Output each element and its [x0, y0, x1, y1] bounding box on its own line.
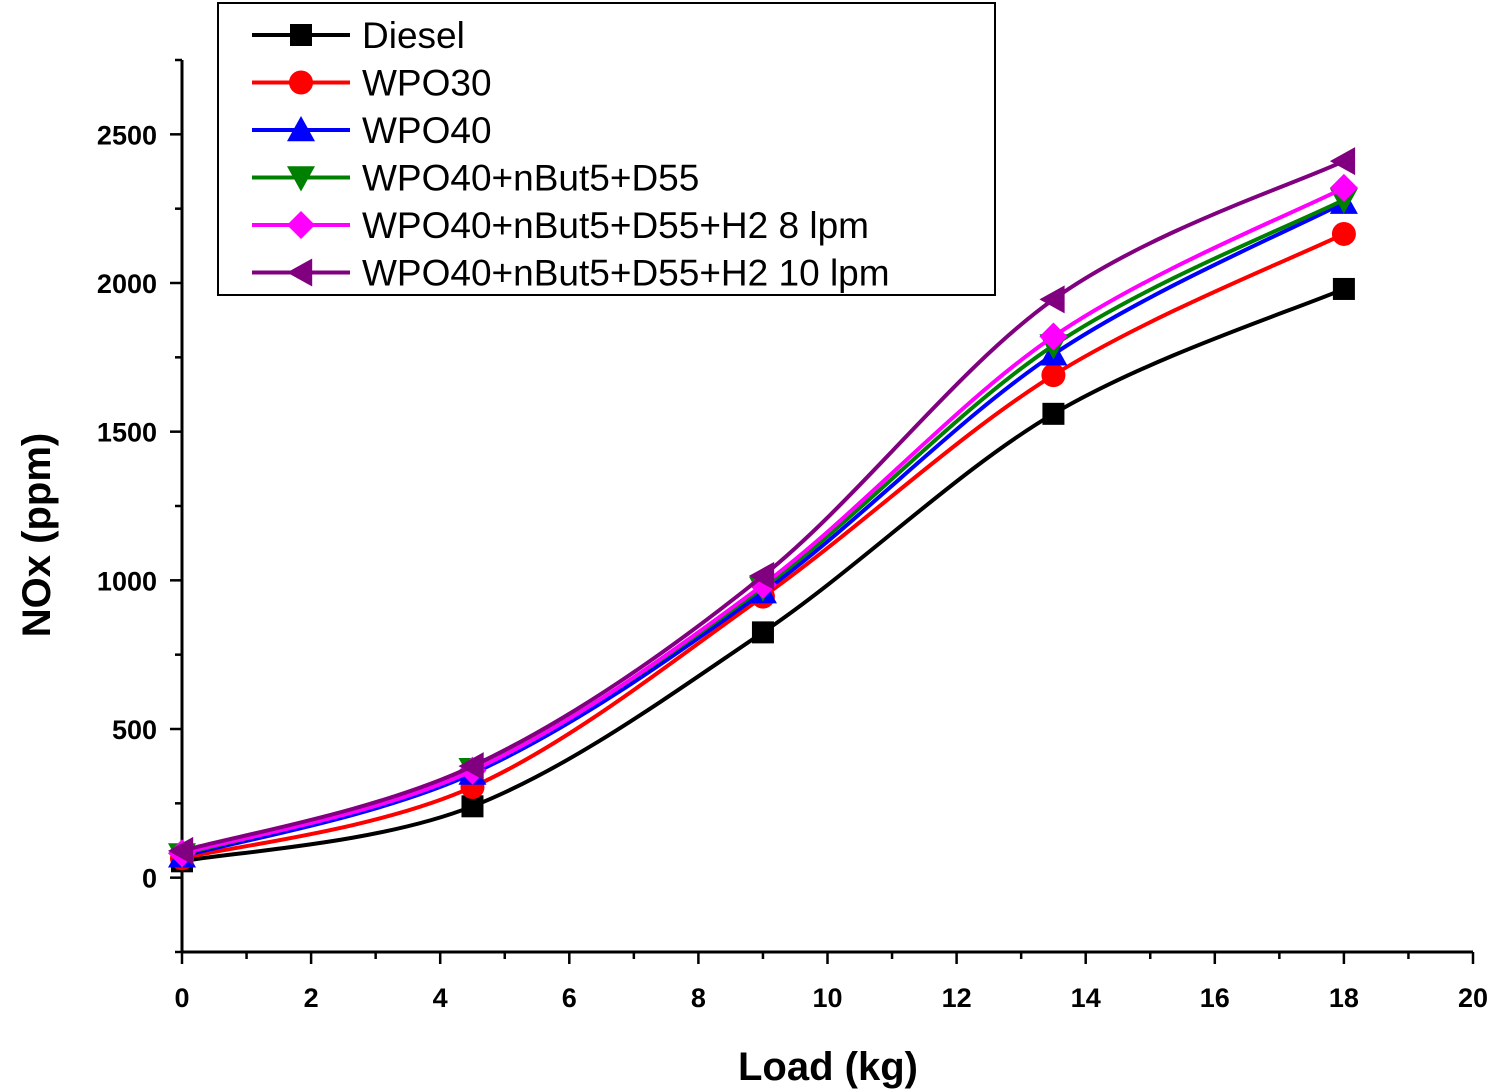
series-line: [181, 200, 1345, 859]
legend-label: WPO40+nBut5+D55+H2 8 lpm: [362, 205, 869, 246]
legend-entry: WPO40+nBut5+D55+H2 10 lpm: [252, 253, 890, 294]
y-tick-label: 2000: [97, 269, 157, 299]
x-tick-label: 10: [812, 983, 842, 1013]
data-point: [748, 561, 775, 590]
data-point: [1329, 173, 1358, 202]
x-tick-label: 12: [942, 983, 972, 1013]
legend-entry: WPO40+nBut5+D55: [252, 158, 699, 199]
series-line: [181, 197, 1345, 857]
data-point: [1331, 221, 1356, 246]
legend-label: WPO30: [362, 63, 492, 104]
data-point: [1039, 322, 1068, 351]
data-point: [461, 795, 484, 818]
data-point: [1332, 277, 1355, 300]
legend: Diesel WPO30 WPO40 WPO40+nBut5+D55 WPO40+nBu…: [217, 2, 996, 296]
series-1: [171, 277, 1355, 873]
data-point: [1041, 363, 1066, 388]
x-tick-label: 0: [174, 983, 189, 1013]
x-tick-label: 6: [562, 983, 577, 1013]
y-axis-title: NOx (ppm): [15, 433, 59, 637]
y-tick-label: 1000: [97, 566, 157, 596]
x-tick-label: 4: [433, 983, 448, 1013]
legend-entry: WPO40+nBut5+D55+H2 8 lpm: [252, 205, 869, 246]
series-layer: [168, 147, 1358, 873]
y-tick-label: 500: [112, 715, 157, 745]
legend-marker: [287, 166, 315, 192]
legend-entry: Diesel: [252, 15, 465, 56]
legend-marker: [290, 24, 312, 46]
legend-marker: [289, 70, 313, 95]
data-point: [458, 752, 484, 781]
legend-label: WPO40: [362, 110, 492, 151]
series-2: [170, 221, 1356, 871]
legend-marker: [287, 258, 313, 287]
x-tick-label: 2: [304, 983, 319, 1013]
axes: 0 2 4 6 8 10 12 14 16 18 20 0 500 1000 1500 2000 2500: [97, 58, 1488, 1013]
legend-entry: WPO40: [252, 110, 492, 151]
legend-marker: [287, 211, 315, 239]
legend-label: WPO40+nBut5+D55: [362, 158, 699, 199]
legend-entry: WPO30: [252, 63, 492, 104]
x-axis-title: Load (kg): [738, 1045, 918, 1089]
x-tick-label: 18: [1329, 983, 1359, 1013]
y-tick-label: 2500: [97, 120, 157, 150]
x-tick-label: 16: [1200, 983, 1230, 1013]
y-tick-label: 1500: [97, 418, 157, 448]
x-tick-label: 14: [1071, 983, 1101, 1013]
data-point: [168, 836, 194, 865]
data-point: [1329, 147, 1356, 176]
series-6: [168, 147, 1356, 865]
x-tick-label: 20: [1458, 983, 1488, 1013]
series-line: [181, 232, 1345, 861]
x-tick-label: 8: [691, 983, 706, 1013]
legend-label: Diesel: [362, 15, 465, 56]
data-point: [1042, 402, 1065, 425]
y-tick-label: 0: [142, 864, 157, 894]
data-point: [1039, 285, 1065, 314]
data-point: [751, 621, 774, 644]
legend-marker: [287, 116, 315, 142]
legend-label: WPO40+nBut5+D55+H2 10 lpm: [362, 253, 890, 294]
legend-box: [217, 2, 996, 296]
